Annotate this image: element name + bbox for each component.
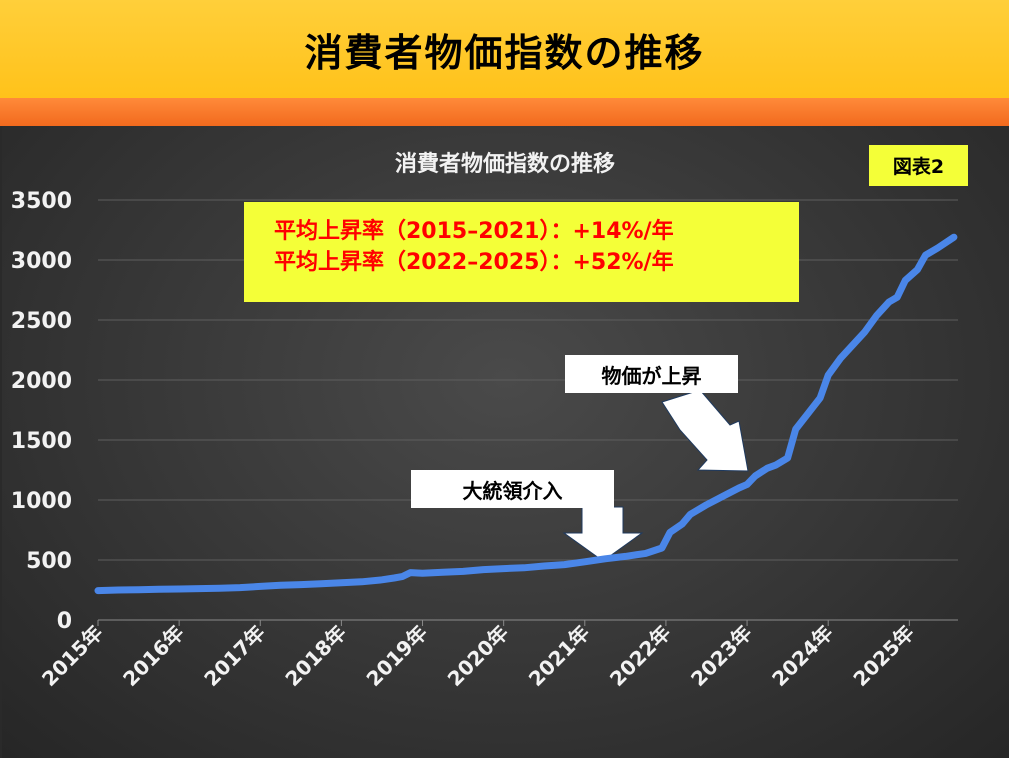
y-tick-label: 3500 bbox=[11, 189, 72, 214]
average-rate-box: 平均上昇率（2015–2021）：+14%/年 平均上昇率（2022–2025）… bbox=[244, 202, 799, 302]
banner-stripe bbox=[0, 98, 1009, 126]
y-axis: 0 500 1000 1500 2000 2500 3000 3500 bbox=[11, 189, 72, 634]
y-tick-label: 2500 bbox=[11, 309, 72, 334]
x-tick-label: 2015年 bbox=[37, 621, 107, 691]
y-tick-label: 1000 bbox=[11, 489, 72, 514]
y-tick-label: 500 bbox=[26, 549, 72, 574]
gridlines bbox=[98, 199, 958, 621]
intervention-arrow bbox=[562, 506, 644, 562]
series-line bbox=[94, 233, 958, 595]
rate-line-2: 平均上昇率（2022–2025）：+52%/年 bbox=[274, 250, 674, 275]
x-tick-label: 2019年 bbox=[362, 621, 432, 691]
x-tick-label: 2018年 bbox=[280, 621, 350, 691]
x-axis: 2015年 2016年 2017年 2018年 2019年 2020年 2021年 2022年… bbox=[37, 620, 919, 691]
price-rise-callout: 物価が上昇 bbox=[565, 355, 738, 393]
x-tick-label: 2021年 bbox=[524, 621, 594, 691]
y-tick-label: 1500 bbox=[11, 429, 72, 454]
chart-title: 消費者物価指数の推移 bbox=[395, 151, 615, 177]
y-tick-label: 0 bbox=[57, 609, 72, 634]
x-tick-label: 2022年 bbox=[605, 621, 675, 691]
x-tick-label: 2017年 bbox=[199, 621, 269, 691]
x-tick-label: 2020年 bbox=[443, 621, 513, 691]
annotation-arrows bbox=[562, 389, 749, 562]
y-tick-label: 3000 bbox=[11, 249, 72, 274]
rate-line-1: 平均上昇率（2015–2021）：+14%/年 bbox=[274, 219, 674, 244]
x-tick-label: 2024年 bbox=[767, 621, 837, 691]
y-tick-label: 2000 bbox=[11, 369, 72, 394]
x-tick-label: 2025年 bbox=[848, 621, 918, 691]
intervention-callout: 大統領介入 bbox=[411, 470, 614, 508]
x-tick-label: 2016年 bbox=[118, 621, 188, 691]
banner-title: 消費者物価指数の推移 bbox=[304, 30, 705, 75]
x-tick-label: 2023年 bbox=[686, 621, 756, 691]
price-rise-arrow bbox=[661, 389, 749, 472]
figure-badge: 図表2 bbox=[869, 145, 968, 186]
banner: 消費者物価指数の推移 bbox=[0, 0, 1009, 98]
